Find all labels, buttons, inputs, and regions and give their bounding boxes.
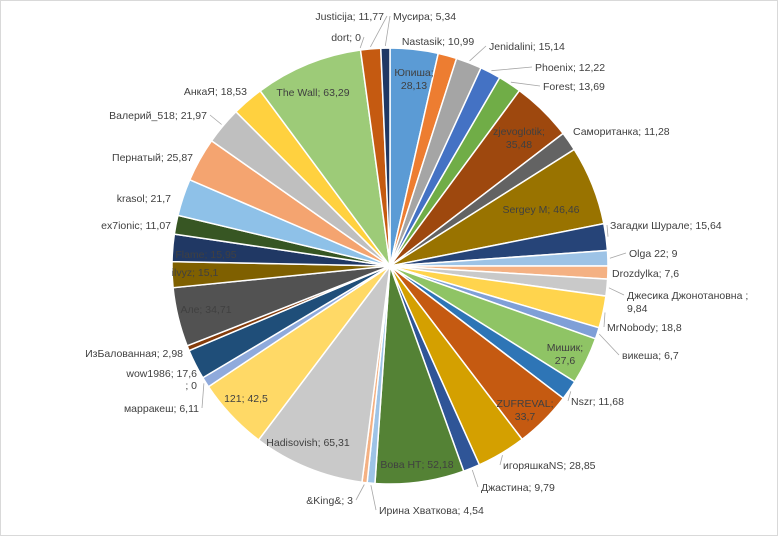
data-label: Вова НТ; 52,18	[380, 459, 453, 471]
leader-line	[209, 114, 222, 125]
data-label: zjevoglotik; 35,48	[493, 126, 545, 151]
leader-line	[609, 252, 627, 259]
data-label: викеша; 6,7	[622, 350, 679, 362]
data-label: Flame; 15,95	[175, 249, 236, 261]
data-label: АнкаЯ; 18,53	[184, 86, 247, 98]
data-labels: Юпиша; 28,13 Nastasik; 10,99 Jenidalini; 15…	[85, 11, 748, 517]
data-label: Olga 22; 9	[629, 248, 678, 260]
pie-slice-мусира	[379, 47, 391, 267]
leader-line	[201, 383, 205, 409]
data-label: wow1986; 17,6	[125, 368, 197, 380]
data-label: Самоританка; 11,28	[573, 126, 670, 138]
data-label: The Wall; 63,29	[276, 87, 349, 99]
leader-line	[510, 81, 541, 87]
data-label: &King&; 3	[306, 495, 353, 507]
data-label: Nszr; 11,68	[571, 396, 624, 408]
leader-line	[359, 36, 365, 49]
data-label: krasol; 21,7	[117, 193, 171, 205]
data-label: марракеш; 6,11	[124, 403, 199, 415]
data-label: игоряшкаNS; 28,85	[503, 460, 596, 472]
data-label: Ирина Хваткова; 4,54	[379, 505, 484, 517]
data-label: Justicija; 11,77	[315, 11, 384, 23]
data-label: Drozdylka; 7,6	[612, 268, 679, 280]
data-label: Пернатый; 25,87	[112, 152, 193, 164]
data-label: Jenidalini; 15,14	[489, 41, 565, 53]
leader-line	[598, 333, 620, 356]
data-label: ИзБалованная; 2,98	[85, 348, 183, 360]
leader-line	[370, 485, 377, 511]
data-label: 121; 42,5	[224, 393, 268, 405]
leader-line	[471, 469, 479, 488]
data-label: MrNobody; 18,8	[607, 322, 682, 334]
data-label: Phoenix; 12,22	[535, 62, 605, 74]
data-label: Загадки Шурале; 15,64	[610, 220, 722, 232]
data-label: Джесика Джонотановна ; 9,84	[627, 290, 748, 315]
leader-lines	[201, 15, 627, 511]
data-label: Forest; 13,69	[543, 81, 605, 93]
leader-line	[606, 224, 609, 237]
leader-line	[499, 455, 503, 466]
leader-line	[608, 287, 625, 296]
data-label: Nastasik; 10,99	[402, 36, 475, 48]
pie-slice-hadisovish	[257, 263, 392, 484]
leader-line	[370, 15, 388, 48]
data-label: Мишик; 27,6	[547, 342, 583, 367]
pie-slice-the-wall	[259, 49, 391, 267]
data-label: ; 0	[185, 380, 197, 392]
data-label: dort; 0	[331, 32, 361, 44]
leader-line	[469, 45, 487, 62]
data-label: Валерий_518; 21,97	[109, 110, 207, 122]
data-label: Але; 34,71	[180, 304, 231, 316]
data-label: ex7ionic; 11,07	[101, 220, 171, 232]
leader-line	[384, 15, 391, 47]
data-label: Sergey M; 46,46	[502, 204, 579, 216]
data-label: ZUFREVAL; 33,7	[497, 398, 554, 423]
leader-line	[603, 312, 606, 328]
data-label: Джастина; 9,79	[481, 482, 555, 494]
data-label: Юпиша; 28,13	[394, 67, 433, 92]
leader-line	[567, 391, 572, 402]
leader-line	[355, 484, 365, 501]
leader-line	[491, 66, 533, 72]
data-label: Мусира; 5,34	[393, 11, 456, 23]
data-label: ilvyz; 15,1	[172, 267, 219, 279]
pie-slices	[171, 47, 609, 485]
data-label: Hadisovish; 65,31	[266, 437, 350, 449]
